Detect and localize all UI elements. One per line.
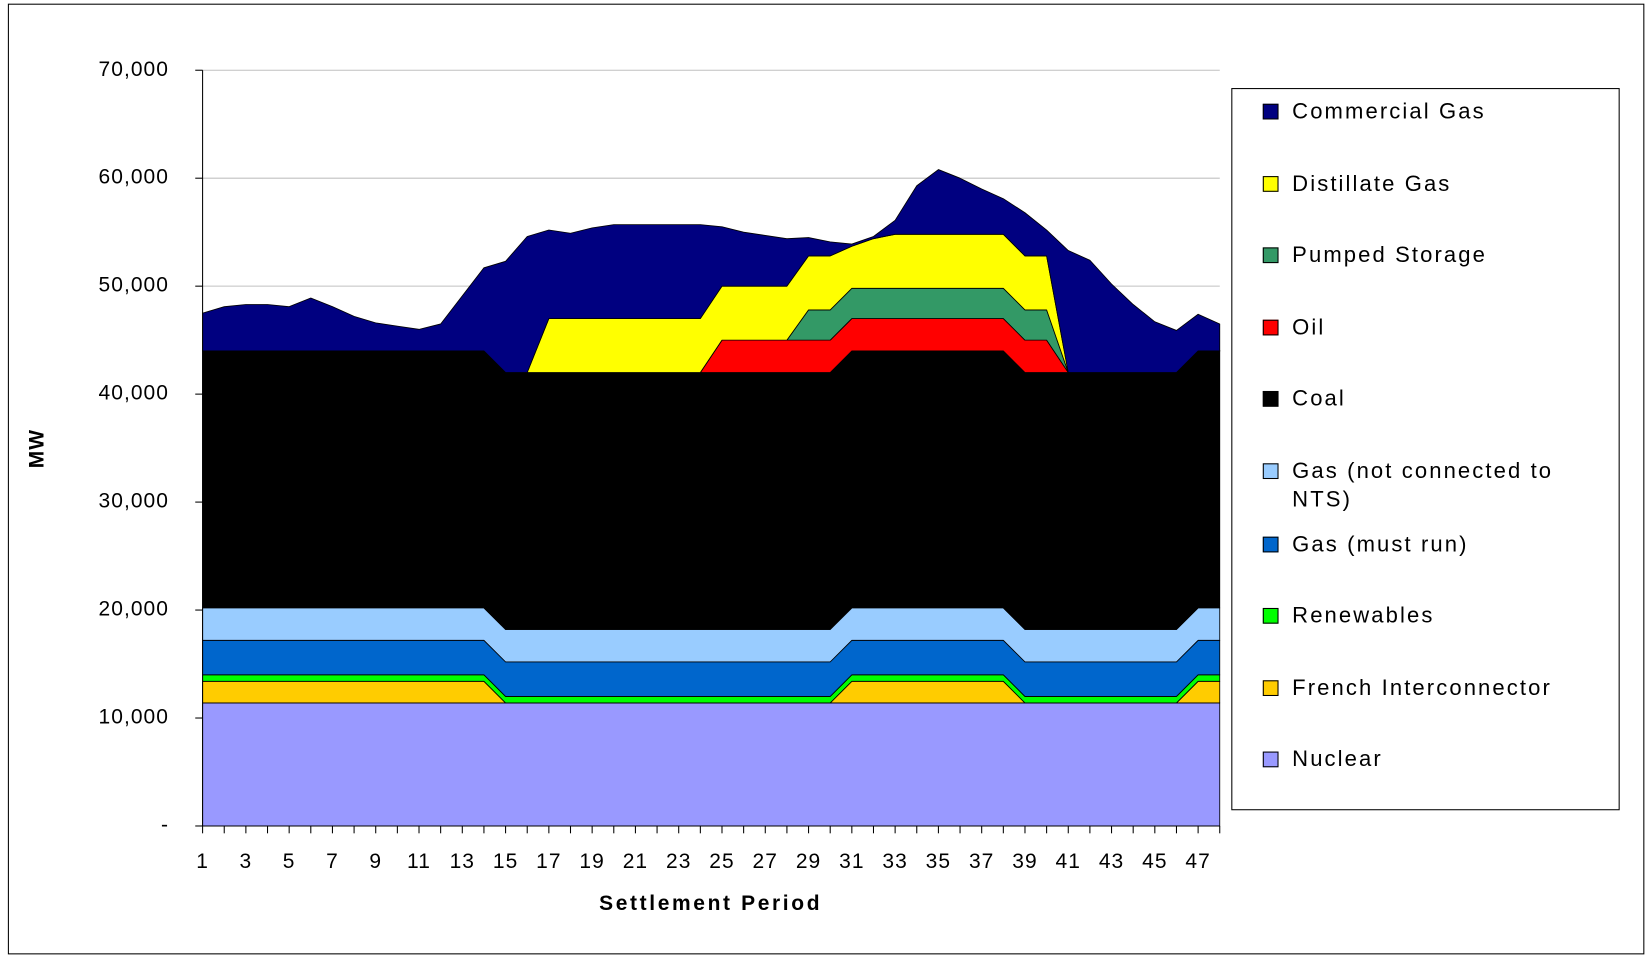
y-tick-label: 10,000 [99, 706, 169, 729]
y-tick-label: 50,000 [99, 274, 169, 297]
legend: Commercial Gas Distillate Gas Pumped Stora… [1231, 88, 1620, 811]
x-tick-label: 41 [1056, 850, 1081, 873]
legend-label: Gas (not connected to NTS) [1292, 459, 1554, 512]
area [202, 702, 1221, 827]
legend-swatch [1262, 463, 1279, 480]
legend-label: Nuclear [1292, 747, 1383, 772]
chart-border [7, 3, 1645, 955]
legend-label: Oil [1292, 315, 1326, 340]
x-tick-label: 47 [1185, 850, 1210, 873]
legend-label: Distillate Gas [1292, 171, 1452, 197]
x-tick-label: 13 [450, 850, 475, 873]
x-tick-label: 39 [1012, 850, 1037, 873]
legend-item: Commercial Gas [1262, 97, 1610, 125]
x-tick-label: 43 [1099, 850, 1124, 873]
legend-label: French Interconnector [1292, 676, 1552, 701]
x-tick-label: 33 [882, 850, 907, 873]
legend-label: Pumped Storage [1292, 243, 1488, 268]
x-tick-label: 19 [579, 850, 604, 873]
x-tick-label: 15 [493, 850, 518, 873]
x-tick-label: 5 [283, 850, 296, 873]
legend-swatch [1262, 176, 1279, 192]
y-tick-label: 60,000 [99, 166, 169, 189]
y-tick-label: 20,000 [99, 598, 169, 621]
x-tick-label: 23 [666, 850, 691, 873]
x-tick-label: 31 [839, 850, 864, 873]
y-axis-title: MW [25, 429, 48, 468]
legend-label: Coal [1292, 386, 1346, 411]
y-tick-label: 70,000 [99, 58, 169, 81]
x-tick-label: 11 [407, 850, 431, 873]
x-tick-label: 45 [1142, 850, 1167, 873]
x-tick-label: 21 [623, 850, 648, 873]
legend-item: Distillate Gas [1262, 170, 1610, 198]
legend-label: Commercial Gas [1292, 99, 1486, 124]
legend-item: Gas (must run) [1262, 530, 1610, 558]
legend-swatch [1262, 247, 1279, 264]
y-tick-label: 30,000 [99, 490, 169, 513]
legend-item: French Interconnector [1262, 674, 1610, 702]
legend-label: Gas (must run) [1292, 532, 1469, 557]
legend-swatch [1262, 607, 1279, 624]
legend-swatch [1262, 680, 1279, 697]
legend-item: Gas (not connected to NTS) [1262, 457, 1610, 514]
legend-label: Renewables [1292, 603, 1435, 628]
legend-swatch [1262, 751, 1279, 768]
legend-item: Renewables [1262, 602, 1610, 630]
legend-item: Oil [1262, 313, 1610, 341]
x-tick-label: 29 [796, 850, 821, 873]
legend-item: Coal [1262, 385, 1610, 413]
x-tick-label: 3 [240, 850, 253, 873]
y-tick-label: - [161, 814, 169, 837]
legend-swatch [1262, 390, 1279, 407]
legend-item: Pumped Storage [1262, 241, 1610, 269]
legend-swatch [1262, 103, 1279, 120]
x-axis-title: Settlement Period [599, 892, 822, 915]
legend-item: Nuclear [1262, 745, 1610, 773]
x-tick-label: 35 [926, 850, 951, 873]
y-tick-label: 40,000 [99, 382, 169, 405]
area [202, 350, 1221, 630]
x-tick-label: 7 [326, 850, 339, 873]
x-tick-label: 9 [369, 850, 382, 873]
legend-swatch [1262, 536, 1279, 553]
x-tick-label: 17 [536, 850, 561, 873]
legend-swatch [1262, 319, 1279, 336]
x-tick-label: 25 [709, 850, 734, 873]
x-tick-label: 37 [969, 850, 994, 873]
x-tick-label: 1 [196, 850, 209, 873]
x-tick-label: 27 [753, 850, 778, 873]
area [202, 169, 1221, 373]
